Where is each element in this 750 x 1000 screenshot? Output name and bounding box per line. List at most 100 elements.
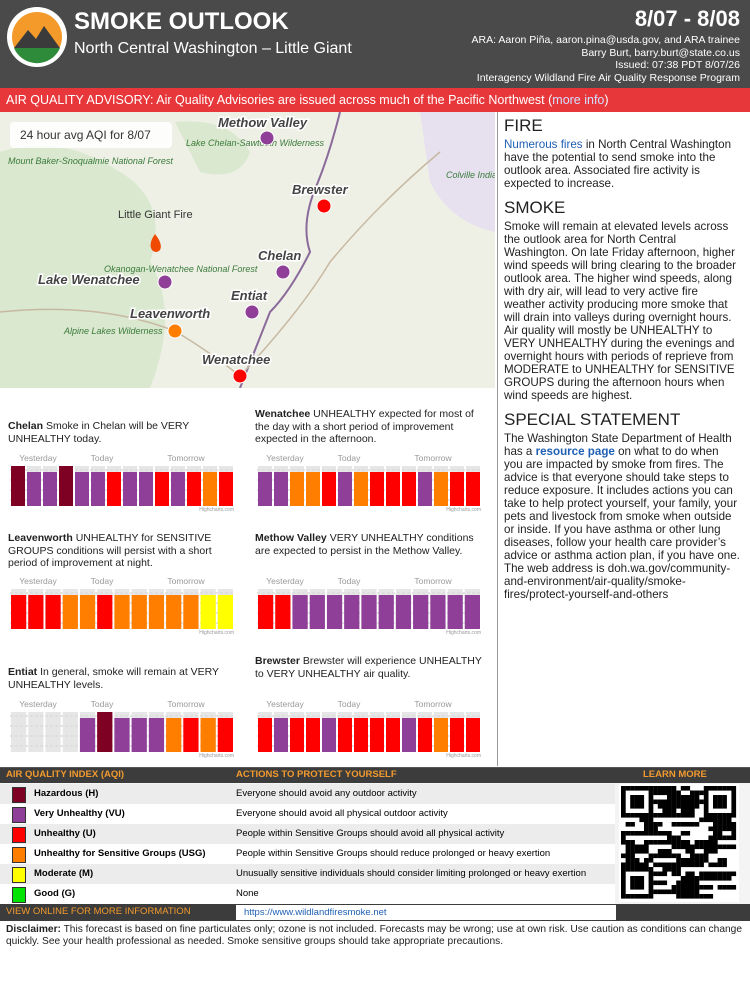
qr-module <box>634 858 640 863</box>
qr-module <box>667 799 672 805</box>
qr-module <box>703 817 709 823</box>
qr-module <box>621 790 626 796</box>
qr-module <box>648 871 654 877</box>
site-label: Wenatchee <box>202 352 270 367</box>
qr-module <box>639 804 645 809</box>
advisory-link[interactable]: more info <box>552 93 605 107</box>
qr-module <box>694 853 700 859</box>
qr-module <box>685 871 691 877</box>
aqi-bar <box>59 466 73 506</box>
site-marker[interactable] <box>244 304 260 320</box>
qr-module <box>657 813 663 818</box>
aqi-bar <box>338 472 352 506</box>
qr-module <box>630 858 635 863</box>
site-marker[interactable] <box>157 274 173 290</box>
site-marker[interactable] <box>275 264 291 280</box>
aqi-bar <box>361 595 377 629</box>
aqi-bar <box>166 718 182 752</box>
aqi-bar <box>183 595 199 629</box>
qr-module <box>621 885 626 890</box>
qr-module <box>625 894 631 899</box>
qr-module <box>694 858 700 863</box>
map-feature: Alpine Lakes Wilderness <box>63 326 163 336</box>
qr-module <box>671 804 677 809</box>
qr-module <box>690 885 695 890</box>
aqi-action: People within Sensitive Groups should av… <box>236 828 505 839</box>
qr-module <box>621 813 626 818</box>
qr-module <box>644 786 649 791</box>
qr-module <box>671 867 677 872</box>
qr-module <box>703 894 709 899</box>
qr-module <box>657 822 663 827</box>
qr-module <box>676 840 681 845</box>
qr-module <box>722 804 727 809</box>
aqi-bar <box>155 472 169 506</box>
aqi-action: Everyone should avoid all physical outdo… <box>236 808 448 819</box>
qr-module <box>685 799 691 805</box>
qr-module <box>667 840 672 845</box>
qr-module <box>676 799 681 805</box>
special-link[interactable]: resource page <box>535 445 615 458</box>
qr-module <box>680 808 686 814</box>
aqi-bar <box>322 472 336 506</box>
qr-module <box>630 867 635 872</box>
qr-module <box>676 894 681 899</box>
qr-module <box>694 885 700 890</box>
forecast-body: UNHEALTHY expected for most of the day w… <box>255 408 474 445</box>
aqi-bar <box>354 718 368 752</box>
site-marker[interactable] <box>167 323 183 339</box>
site-marker[interactable] <box>259 130 275 146</box>
qr-module <box>717 799 723 805</box>
qr-module <box>731 795 737 800</box>
site-marker[interactable] <box>316 198 332 214</box>
qr-module <box>713 826 718 832</box>
qr-module <box>644 817 649 823</box>
qr-module <box>625 867 631 872</box>
credit-line: Barry Burt, barry.burt@state.co.us <box>581 46 740 59</box>
bar-bg <box>28 712 44 752</box>
forest-area <box>0 145 165 388</box>
qr-module <box>685 813 691 818</box>
site-marker[interactable] <box>232 368 248 384</box>
right-column: FIRE Numerous fires in North Central Was… <box>504 112 740 601</box>
qr-module <box>713 840 718 845</box>
qr-module <box>648 817 654 823</box>
qr-module <box>639 885 645 890</box>
forecast-body: In general, smoke will remain at VERY UN… <box>8 666 219 691</box>
aqi-bar <box>148 595 165 629</box>
qr-module <box>639 876 645 881</box>
aqi-label: Unhealthy (U) <box>34 828 96 839</box>
qr-module <box>621 871 626 877</box>
period-label: Today <box>91 453 114 463</box>
footer-url[interactable]: https://www.wildlandfiresmoke.net <box>244 907 387 918</box>
qr-module <box>657 831 663 836</box>
qr-module <box>708 862 714 868</box>
forecast-text: Brewster Brewster will experience UNHEAL… <box>255 655 483 680</box>
qr-module <box>639 786 645 791</box>
period-label: Yesterday <box>266 453 304 463</box>
qr-module <box>713 813 718 818</box>
map-caption: 24 hour avg AQI for 8/07 <box>20 128 151 142</box>
aqi-row: Unhealthy for Sensitive Groups (USG) Peop… <box>0 844 615 864</box>
qr-module <box>703 844 709 850</box>
aqi-bar <box>434 472 448 506</box>
aqi-header-cell: ACTIONS TO PROTECT YOURSELF <box>236 769 397 780</box>
forecast-body: UNHEALTHY for SENSITIVE GROUPS condition… <box>8 532 212 569</box>
aqi-bar <box>402 472 416 506</box>
forecast-chart: Yesterday Today Tomorrow Highcharts.com <box>10 576 234 635</box>
fire-link[interactable]: Numerous fires <box>504 138 583 151</box>
qr-module <box>699 885 704 890</box>
aqi-bar <box>219 472 233 506</box>
forecast-body: Smoke in Chelan will be VERY UNHEALTHY t… <box>8 420 190 445</box>
qr-module <box>680 804 686 809</box>
qr-module <box>648 853 654 859</box>
aqi-swatch <box>12 827 26 843</box>
aqi-bar <box>418 718 432 752</box>
qr-module <box>731 831 737 836</box>
aqi-bar <box>418 472 432 506</box>
aqi-bar <box>413 595 429 629</box>
qr-module <box>699 799 704 805</box>
qr-module <box>685 894 691 899</box>
fire-text: Numerous fires in North Central Washingt… <box>504 138 740 190</box>
